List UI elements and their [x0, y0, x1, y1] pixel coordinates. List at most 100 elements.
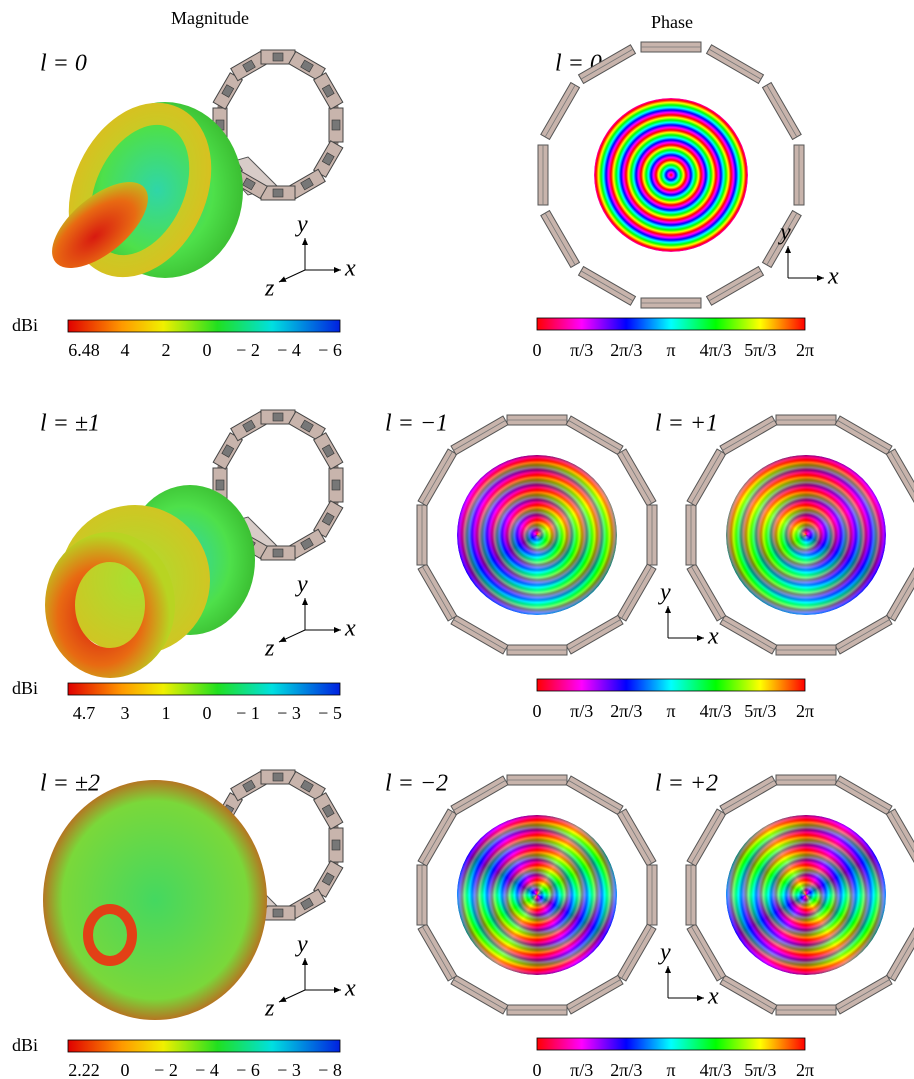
array-element — [686, 505, 696, 565]
colorbar-tick-label: 2π/3 — [610, 701, 642, 721]
colorbar-tick-label: π/3 — [570, 1060, 593, 1079]
element-patch — [273, 909, 283, 917]
colorbar-tick-label: 4π/3 — [700, 701, 732, 721]
array-element — [541, 211, 580, 268]
colorbar-tick-label: 0 — [533, 701, 542, 721]
colorbar-tick-label: − 3 — [277, 1060, 301, 1079]
array-element — [776, 415, 836, 425]
colorbar — [537, 679, 805, 691]
phase-spiral — [457, 455, 617, 615]
array-element — [418, 809, 457, 866]
colorbar-tick-label: 0 — [533, 1060, 542, 1079]
array-element — [329, 828, 343, 862]
colorbar-tick-label: − 5 — [318, 703, 342, 723]
element-edge — [709, 49, 761, 79]
element-edge — [622, 812, 652, 864]
array-element — [647, 865, 657, 925]
element-edge — [569, 980, 621, 1010]
phase-disk — [457, 455, 617, 615]
array-element — [314, 793, 343, 829]
colorbar-tick-label: 2π — [796, 701, 814, 721]
element-edge — [422, 927, 452, 979]
colorbar — [68, 1040, 340, 1052]
colorbar-tick-label: π — [666, 701, 675, 721]
axis-label: y — [295, 212, 308, 238]
element-edge — [422, 812, 452, 864]
array-element — [835, 615, 892, 654]
element-edge — [422, 452, 452, 504]
colorbar-tick-label: 5π/3 — [744, 340, 776, 360]
array-element — [687, 449, 726, 506]
axis-label: y — [658, 580, 671, 606]
array-element — [507, 645, 567, 655]
colorbar-tick-label: − 2 — [236, 340, 260, 360]
array-element — [417, 505, 427, 565]
array-element — [566, 416, 623, 455]
colorbar-tick-label: 4 — [121, 340, 130, 360]
array-element — [566, 615, 623, 654]
axis-label: x — [344, 976, 356, 1002]
element-edge — [838, 780, 890, 810]
element-edge — [545, 85, 575, 137]
array-element — [314, 73, 343, 109]
array-element — [776, 645, 836, 655]
row-label: l = 0 — [40, 51, 87, 77]
phase-disk — [594, 98, 748, 252]
element-patch — [273, 189, 283, 197]
element-edge — [723, 420, 775, 450]
colorbar-tick-label: 4π/3 — [700, 1060, 732, 1079]
array-element — [776, 775, 836, 785]
colorbar-tick-label: 2π — [796, 1060, 814, 1079]
colorbar-unit: dBi — [12, 315, 38, 335]
colorbar-tick-label: − 6 — [318, 340, 342, 360]
array-element — [720, 416, 777, 455]
array-element — [541, 83, 580, 140]
element-patch — [273, 413, 283, 421]
axis-label: z — [264, 276, 275, 302]
axis-arrow — [279, 630, 305, 642]
element-edge — [454, 420, 506, 450]
element-patch — [273, 53, 283, 61]
element-edge — [581, 271, 633, 301]
element-body — [886, 809, 914, 866]
array-element — [886, 564, 914, 621]
colorbar-tick-label: π/3 — [570, 340, 593, 360]
array-element — [687, 924, 726, 981]
phase-rings — [594, 98, 748, 252]
colorbar-tick-label: − 1 — [236, 703, 260, 723]
axis-arrow — [279, 990, 305, 1002]
pattern-lobe — [43, 780, 267, 1020]
colorbar-tick-label: − 2 — [154, 1060, 178, 1079]
axis-label: y — [295, 932, 308, 958]
element-patch — [332, 120, 340, 130]
array-element — [451, 975, 508, 1014]
array-element — [617, 924, 656, 981]
element-edge — [545, 213, 575, 265]
array-element — [686, 865, 696, 925]
element-edge — [838, 980, 890, 1010]
element-edge — [723, 620, 775, 650]
array-element — [418, 449, 457, 506]
array-element — [763, 83, 802, 140]
column-header: Phase — [651, 12, 693, 32]
array-element — [507, 775, 567, 785]
array-element — [566, 776, 623, 815]
array-element — [647, 505, 657, 565]
axis-label: y — [658, 940, 671, 966]
phase-label: l = +2 — [655, 771, 718, 797]
colorbar — [68, 683, 340, 695]
array-element — [886, 924, 914, 981]
phase-disk — [457, 815, 617, 975]
element-patch — [273, 549, 283, 557]
element-body — [886, 449, 914, 506]
axis-label: x — [707, 624, 719, 650]
colorbar-tick-label: − 4 — [195, 1060, 219, 1079]
colorbar-tick-label: 4π/3 — [700, 340, 732, 360]
colorbar-unit: dBi — [12, 1035, 38, 1055]
element-edge — [622, 452, 652, 504]
array-element — [707, 45, 764, 84]
array-element — [617, 449, 656, 506]
figure: Magnitude Phase l = 0yxzdBi6.48420− 2− 4… — [0, 0, 914, 1079]
array-element — [720, 776, 777, 815]
array-element — [538, 145, 548, 205]
